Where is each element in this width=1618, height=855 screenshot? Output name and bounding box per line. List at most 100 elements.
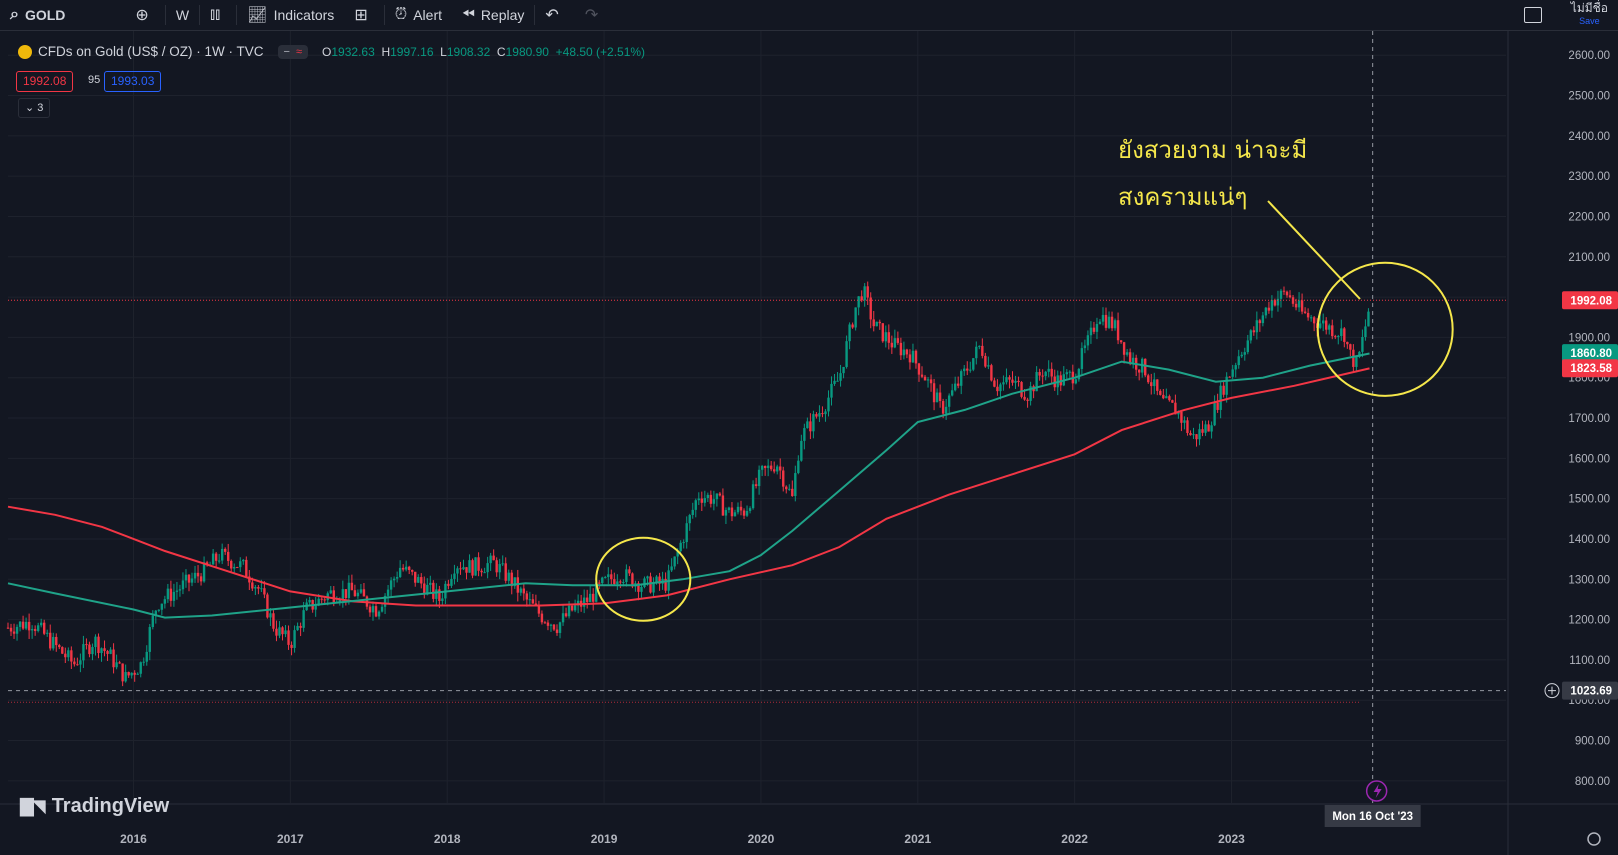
candle-body — [42, 622, 46, 634]
candle-body — [142, 661, 145, 663]
candle-body — [302, 610, 305, 628]
candle-body — [573, 605, 577, 611]
replay-button[interactable]: ⏪︎ Replay — [452, 0, 534, 30]
compare-button[interactable]: ⊕ — [125, 0, 164, 30]
candle-body — [1107, 316, 1111, 328]
candle-body — [1346, 341, 1349, 345]
legend-title[interactable]: CFDs on Gold (US$ / OZ) · 1W · TVC — [38, 44, 264, 59]
rewind-icon: ⏪︎ — [462, 6, 475, 23]
annotation-line-1[interactable]: ยังสวยงาม น่าจะมี — [1118, 136, 1308, 164]
candle-body — [106, 651, 109, 654]
candle-body — [993, 380, 996, 387]
candle-body — [1156, 379, 1159, 391]
candle-body — [893, 338, 897, 348]
candle-body — [528, 599, 532, 601]
approx-icon[interactable]: ≈ — [295, 45, 303, 58]
candle-body — [570, 605, 574, 611]
candle-body — [70, 650, 73, 662]
candle-body — [1276, 298, 1280, 306]
legend-toggles[interactable]: − ≈ — [277, 44, 309, 59]
candle-body — [990, 365, 993, 381]
minus-icon[interactable]: − — [283, 45, 290, 58]
candle-body — [887, 332, 891, 343]
candle-body — [456, 568, 459, 574]
candle-body — [317, 598, 320, 606]
candle-body — [972, 358, 975, 370]
buy-price-button[interactable]: 1993.03 — [104, 71, 162, 92]
undo-button[interactable]: ↶ — [535, 0, 574, 30]
candle-body — [1038, 372, 1041, 376]
candle-body — [649, 576, 652, 593]
candle-body — [154, 610, 158, 616]
candle-body — [866, 286, 869, 298]
candle-body — [49, 632, 52, 649]
candle-body — [966, 368, 969, 371]
alert-button[interactable]: ⏰︎ Alert — [385, 0, 452, 30]
candle-body — [139, 662, 142, 674]
symbol-search-button[interactable]: ⌕ GOLD — [0, 0, 75, 30]
candle-body — [733, 512, 737, 517]
candle-body — [543, 622, 547, 624]
candle-body — [908, 354, 912, 363]
candle-body — [950, 390, 954, 396]
candle-body — [501, 563, 504, 565]
fullscreen-button[interactable] — [1514, 0, 1552, 30]
redo-button[interactable]: ↷ — [575, 0, 614, 30]
candle-body — [643, 578, 646, 587]
candle-body — [33, 629, 37, 631]
candle-body — [1074, 379, 1078, 384]
price-chart[interactable]: 800.00900.001000.001100.001200.001300.00… — [0, 31, 1618, 855]
candle-body — [1340, 328, 1343, 337]
candle-body — [984, 355, 987, 367]
interval-button[interactable]: W — [166, 0, 199, 30]
candle-body — [169, 588, 173, 601]
candle-body — [9, 627, 13, 632]
candles-icon: ⫾⫾ — [210, 6, 221, 23]
candle-body — [1047, 368, 1050, 372]
toolbar-divider — [164, 5, 166, 25]
chart-type-button[interactable]: ⫾⫾ — [200, 0, 236, 30]
candle-body — [404, 566, 408, 570]
candle-body — [1119, 340, 1123, 343]
candle-body — [576, 600, 580, 606]
candle-body — [721, 495, 725, 516]
candle-body — [932, 383, 936, 403]
save-layout-button[interactable]: ไม่มีชื่อ Save — [1571, 2, 1608, 28]
candle-body — [742, 510, 746, 516]
candle-body — [471, 560, 474, 576]
candle-body — [510, 572, 513, 587]
candle-body — [1297, 300, 1301, 308]
candle-body — [537, 604, 541, 614]
tradingview-logo[interactable]: ▇◥ TradingView — [20, 795, 169, 818]
annotation-line-2[interactable]: สงครามแน่ๆ — [1118, 183, 1248, 211]
candle-body — [76, 664, 79, 666]
candle-body — [1026, 399, 1029, 401]
candle-body — [745, 510, 749, 516]
candle-body — [788, 488, 791, 490]
candle-body — [1198, 429, 1201, 440]
candle-body — [869, 297, 872, 320]
candle-body — [133, 672, 136, 675]
candle-body — [242, 559, 245, 562]
candle-body — [308, 599, 311, 603]
candle-body — [607, 574, 610, 578]
candle-body — [839, 373, 842, 381]
indicators-button[interactable]: 📈︎ Indicators — [237, 0, 344, 30]
candle-body — [486, 563, 489, 573]
candle-body — [121, 663, 124, 682]
candle-body — [546, 622, 550, 626]
change-value: +48.50 (+2.51%) — [555, 44, 646, 59]
templates-button[interactable]: ⊞ — [344, 0, 383, 30]
candle-body — [938, 392, 942, 402]
candle-body — [438, 589, 441, 601]
candle-body — [36, 625, 40, 631]
candle-body — [797, 460, 800, 474]
candle-body — [842, 366, 845, 374]
candle-body — [1086, 335, 1090, 346]
candle-body — [287, 630, 290, 645]
candle-body — [395, 577, 399, 579]
indicators-collapse-button[interactable]: ⌄ 3 — [18, 98, 51, 118]
candle-body — [498, 564, 501, 573]
sell-price-button[interactable]: 1992.08 — [16, 71, 74, 92]
plus-icon — [1548, 686, 1556, 695]
